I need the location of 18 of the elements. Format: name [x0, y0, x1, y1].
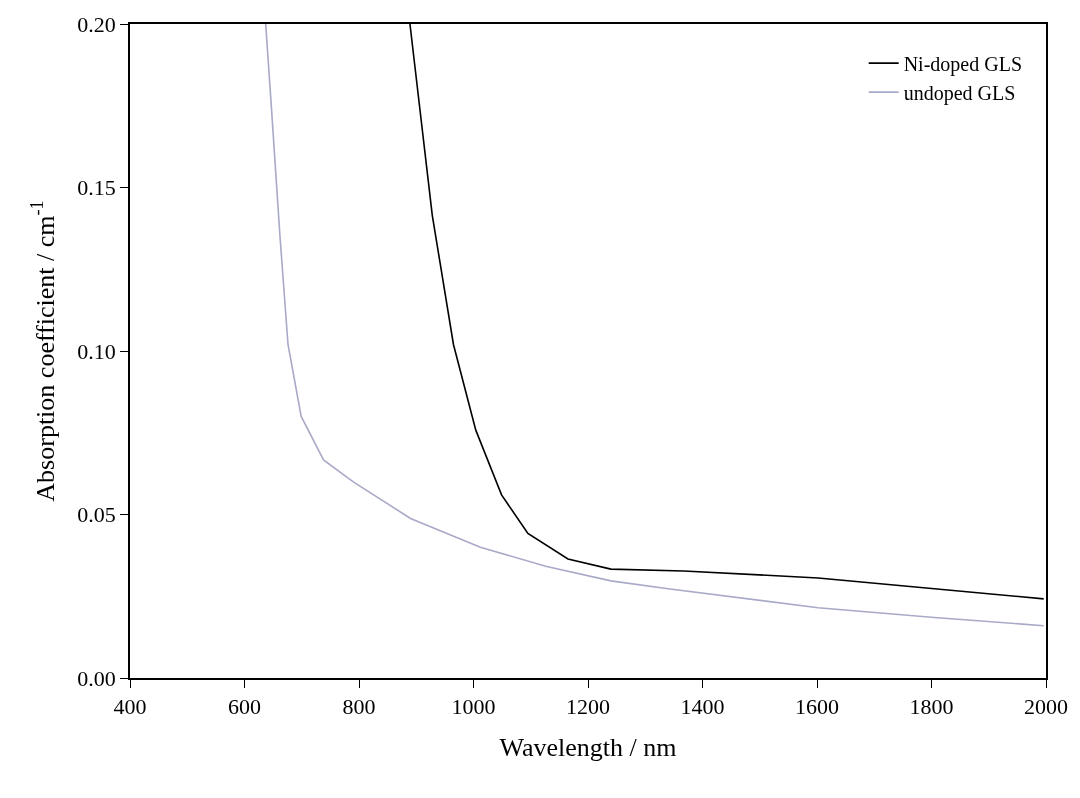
y-tick-label: 0.15 — [77, 175, 116, 201]
x-tick-label: 1800 — [909, 694, 954, 720]
x-tick-label: 2000 — [1024, 694, 1068, 720]
line-series — [264, 24, 1045, 627]
legend-label: undoped GLS — [903, 81, 1016, 105]
x-axis-title: Wavelength / nm — [499, 733, 677, 763]
legend-label: Ni-doped GLS — [903, 52, 1023, 76]
x-tick-label: 1400 — [680, 694, 725, 720]
x-tick-label: 1000 — [451, 694, 496, 720]
x-tick-label: 1200 — [566, 694, 610, 720]
x-tick-label: 1600 — [795, 694, 839, 720]
y-tick-label: 0.00 — [77, 665, 116, 691]
y-tick-label: 0.05 — [77, 502, 116, 528]
x-tick-label: 600 — [228, 694, 261, 720]
y-tick-label: 0.20 — [77, 11, 116, 37]
x-tick-label: 800 — [342, 694, 376, 720]
x-tick-label: 400 — [113, 694, 147, 720]
y-tick-label: 0.10 — [77, 338, 116, 364]
